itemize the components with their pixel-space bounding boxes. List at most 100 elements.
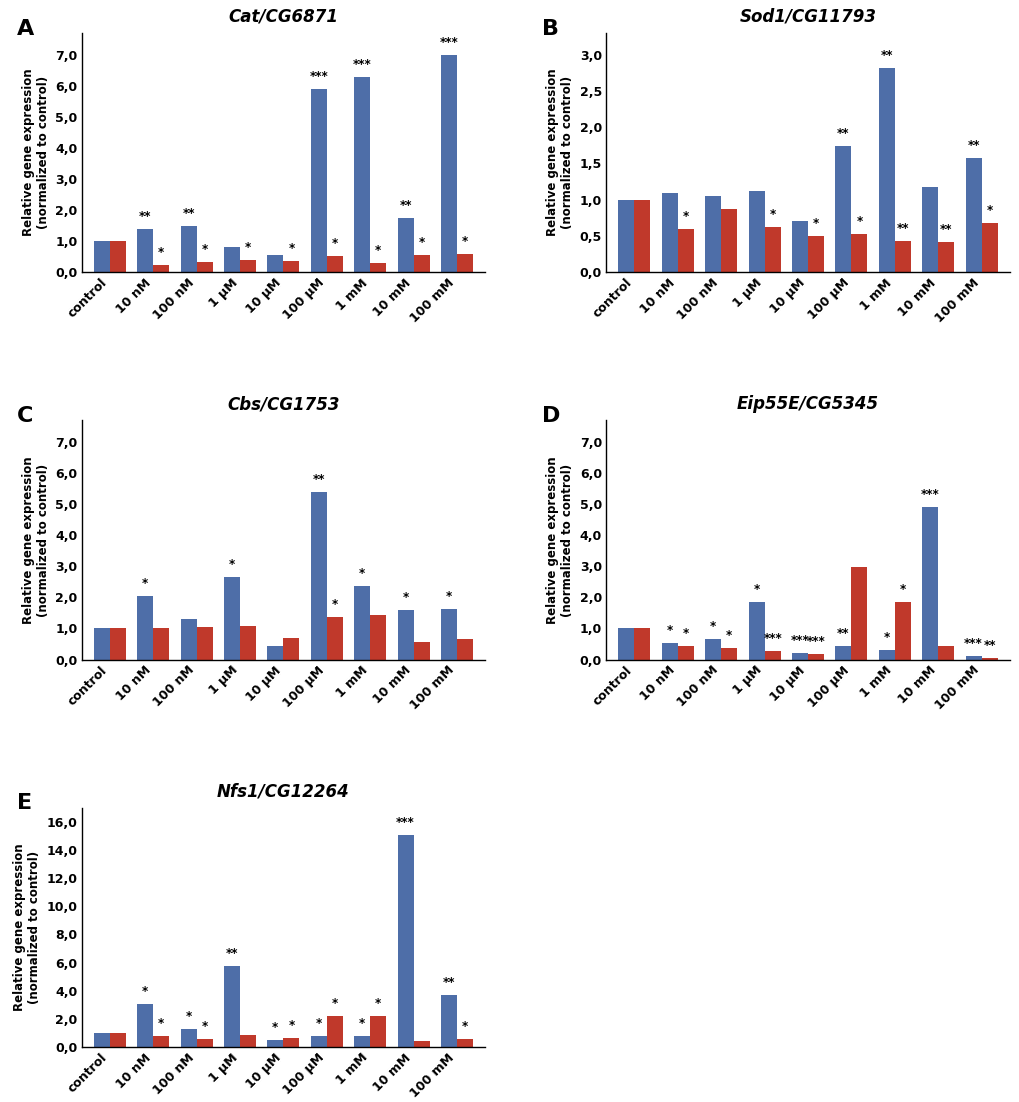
Text: **: **: [312, 474, 325, 486]
Text: *: *: [331, 597, 337, 611]
Bar: [283, 261, 300, 272]
Text: **: **: [837, 627, 849, 639]
Bar: [397, 218, 413, 272]
Text: ***: ***: [806, 635, 824, 648]
Bar: [94, 628, 110, 659]
Y-axis label: Relative gene expression
(normalized to control): Relative gene expression (normalized to …: [546, 456, 574, 624]
Bar: [937, 647, 954, 659]
Bar: [413, 1040, 429, 1047]
Bar: [239, 626, 256, 659]
Bar: [457, 639, 473, 659]
Bar: [807, 653, 823, 659]
Bar: [618, 199, 634, 272]
Bar: [851, 234, 866, 272]
Bar: [311, 493, 326, 659]
Bar: [704, 196, 720, 272]
Bar: [835, 147, 851, 272]
Text: ***: ***: [395, 817, 415, 829]
Bar: [440, 609, 457, 659]
Bar: [197, 1039, 212, 1047]
Bar: [921, 187, 937, 272]
Bar: [224, 247, 239, 272]
Bar: [413, 642, 429, 659]
Text: **: **: [982, 639, 995, 652]
Bar: [180, 1029, 197, 1047]
Bar: [748, 191, 764, 272]
Text: E: E: [17, 793, 33, 813]
Text: ***: ***: [790, 634, 808, 647]
Bar: [153, 628, 169, 659]
Text: *: *: [315, 1017, 322, 1030]
Text: *: *: [753, 583, 759, 596]
Title: Nfs1/CG12264: Nfs1/CG12264: [217, 782, 350, 801]
Y-axis label: Relative gene expression
(normalized to control): Relative gene expression (normalized to …: [21, 68, 50, 237]
Text: ***: ***: [762, 631, 782, 645]
Text: *: *: [331, 237, 337, 250]
Text: D: D: [541, 406, 559, 426]
Text: *: *: [185, 1011, 192, 1024]
Text: *: *: [882, 631, 889, 645]
Y-axis label: Relative gene expression
(normalized to control): Relative gene expression (normalized to …: [13, 843, 41, 1012]
Bar: [239, 260, 256, 272]
Bar: [878, 68, 894, 272]
Text: **: **: [182, 206, 195, 219]
Title: Sod1/CG11793: Sod1/CG11793: [739, 8, 875, 26]
Bar: [618, 628, 634, 659]
Bar: [311, 89, 326, 272]
Bar: [440, 995, 457, 1047]
Bar: [634, 628, 650, 659]
Text: *: *: [726, 629, 732, 641]
Bar: [197, 262, 212, 272]
Text: *: *: [202, 1020, 208, 1034]
Text: **: **: [896, 222, 908, 235]
Text: *: *: [682, 627, 688, 639]
Bar: [267, 1039, 283, 1047]
Bar: [851, 568, 866, 659]
Bar: [764, 227, 780, 272]
Bar: [440, 55, 457, 272]
Text: **: **: [139, 209, 151, 223]
Bar: [894, 602, 910, 659]
Bar: [110, 241, 125, 272]
Bar: [661, 193, 678, 272]
Bar: [354, 76, 370, 272]
Bar: [94, 1033, 110, 1047]
Bar: [397, 835, 413, 1047]
Bar: [326, 256, 342, 272]
Title: Cbs/CG1753: Cbs/CG1753: [227, 396, 339, 413]
Bar: [180, 619, 197, 659]
Text: *: *: [245, 240, 251, 253]
Bar: [678, 646, 693, 659]
Text: *: *: [142, 985, 148, 998]
Bar: [224, 577, 239, 659]
Title: Eip55E/CG5345: Eip55E/CG5345: [737, 396, 878, 413]
Text: *: *: [142, 577, 148, 590]
Bar: [137, 596, 153, 659]
Text: *: *: [856, 215, 862, 228]
Bar: [791, 222, 807, 272]
Bar: [94, 241, 110, 272]
Bar: [413, 255, 429, 272]
Bar: [634, 199, 650, 272]
Text: *: *: [331, 996, 337, 1009]
Bar: [720, 648, 737, 659]
Text: *: *: [812, 217, 818, 230]
Bar: [354, 1036, 370, 1047]
Bar: [267, 646, 283, 659]
Bar: [457, 253, 473, 272]
Bar: [878, 650, 894, 659]
Text: *: *: [768, 207, 775, 220]
Bar: [326, 617, 342, 659]
Bar: [224, 966, 239, 1047]
Text: *: *: [288, 241, 294, 255]
Bar: [153, 1036, 169, 1047]
Y-axis label: Relative gene expression
(normalized to control): Relative gene expression (normalized to …: [21, 456, 50, 624]
Text: ***: ***: [439, 36, 458, 48]
Bar: [980, 658, 997, 659]
Text: **: **: [966, 139, 979, 152]
Text: B: B: [541, 19, 558, 39]
Bar: [894, 241, 910, 272]
Bar: [370, 615, 386, 659]
Bar: [661, 644, 678, 659]
Bar: [267, 255, 283, 272]
